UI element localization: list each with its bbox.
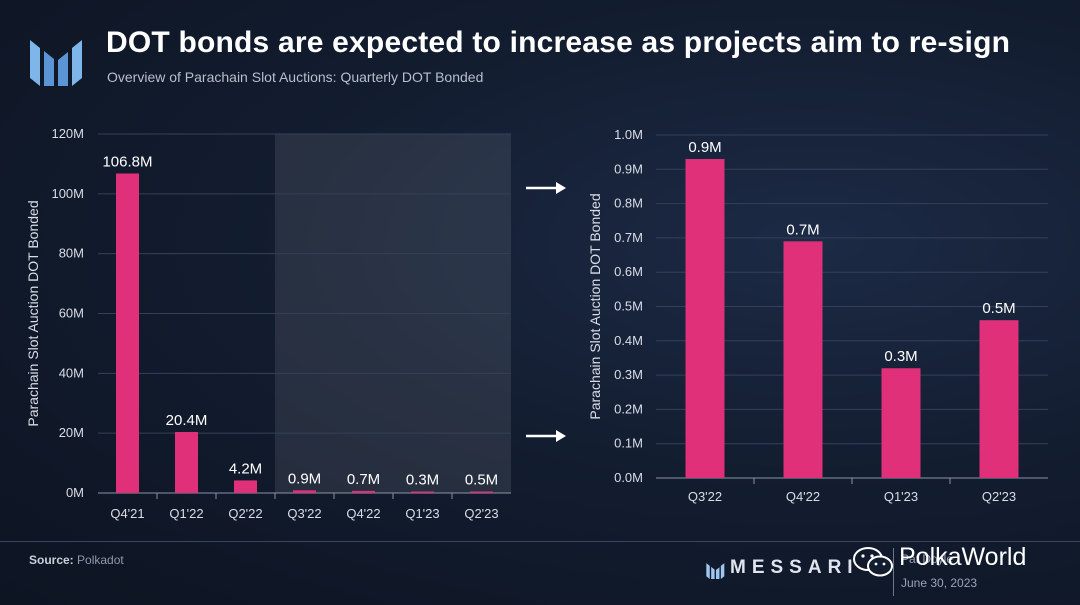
bar <box>116 173 139 494</box>
y-axis-label: Parachain Slot Auction DOT Bonded <box>25 200 41 426</box>
x-tick-label: Q1'23 <box>884 489 918 504</box>
messari-logo <box>30 40 82 86</box>
arrow-right-icon <box>526 430 566 442</box>
data-label: 0.9M <box>288 470 321 487</box>
y-tick-label: 0.9M <box>614 161 643 176</box>
x-tick-label: Q2'22 <box>228 506 262 521</box>
x-tick-label: Q4'21 <box>110 506 144 521</box>
x-tick-label: Q3'22 <box>287 506 321 521</box>
y-tick-label: 0.5M <box>614 299 643 314</box>
bar <box>175 431 198 493</box>
footer-divider <box>0 541 1080 542</box>
x-tick-label: Q4'22 <box>786 489 820 504</box>
bar <box>470 491 493 493</box>
footer-separator <box>893 548 894 596</box>
data-label: 20.4M <box>166 412 208 429</box>
x-tick-label: Q2'23 <box>464 506 498 521</box>
bar <box>293 490 316 493</box>
y-tick-label: 1.0M <box>614 127 643 142</box>
y-tick-label: 40M <box>59 365 84 380</box>
y-tick-label: 0.0M <box>614 470 643 485</box>
y-tick-label: 80M <box>59 246 84 261</box>
data-label: 0.3M <box>406 472 439 489</box>
data-label: 0.5M <box>982 300 1015 317</box>
y-tick-label: 60M <box>59 306 84 321</box>
y-tick-label: 0.3M <box>614 367 643 382</box>
x-tick-label: Q2'23 <box>982 489 1016 504</box>
x-tick-label: Q1'22 <box>169 506 203 521</box>
source-label: Source: <box>29 553 74 567</box>
page-title: DOT bonds are expected to increase as pr… <box>106 26 1011 59</box>
x-tick-label: Q4'22 <box>346 506 380 521</box>
y-tick-label: 0.8M <box>614 196 643 211</box>
y-tick-label: 0.4M <box>614 333 643 348</box>
watermark-text: PolkaWorld <box>899 543 1027 571</box>
bar <box>881 368 921 478</box>
y-tick-label: 100M <box>51 186 84 201</box>
wechat-icon <box>853 547 893 577</box>
source-value: Polkadot <box>77 553 124 567</box>
y-axis-label: Parachain Slot Auction DOT Bonded <box>587 193 603 419</box>
arrow-right-icon <box>526 182 566 194</box>
y-tick-label: 120M <box>51 126 84 141</box>
messari-mark-icon <box>706 563 725 579</box>
source-note: Source: Polkadot <box>29 553 124 567</box>
data-label: 0.9M <box>688 139 721 156</box>
data-label: 0.5M <box>465 472 498 489</box>
data-label: 0.7M <box>347 471 380 488</box>
bar <box>783 241 823 478</box>
page-subtitle: Overview of Parachain Slot Auctions: Qua… <box>107 69 484 85</box>
bar <box>234 480 257 493</box>
report-date: June 30, 2023 <box>901 576 978 590</box>
data-label: 0.7M <box>786 221 819 238</box>
y-tick-label: 0M <box>66 485 84 500</box>
y-tick-label: 0.1M <box>614 436 643 451</box>
bar <box>685 159 725 478</box>
bar <box>411 491 434 493</box>
messari-wordmark: MESSARI <box>730 557 859 578</box>
data-label: 0.3M <box>884 348 917 365</box>
bar <box>352 490 375 493</box>
x-tick-label: Q1'23 <box>405 506 439 521</box>
data-label: 106.8M <box>102 153 152 170</box>
y-tick-label: 0.6M <box>614 264 643 279</box>
x-tick-label: Q3'22 <box>688 489 722 504</box>
author-label: Pat Doyle <box>901 552 954 566</box>
y-tick-label: 0.2M <box>614 401 643 416</box>
bar <box>979 320 1019 478</box>
data-label: 4.2M <box>229 460 262 477</box>
y-tick-label: 0.7M <box>614 230 643 245</box>
y-tick-label: 20M <box>59 425 84 440</box>
